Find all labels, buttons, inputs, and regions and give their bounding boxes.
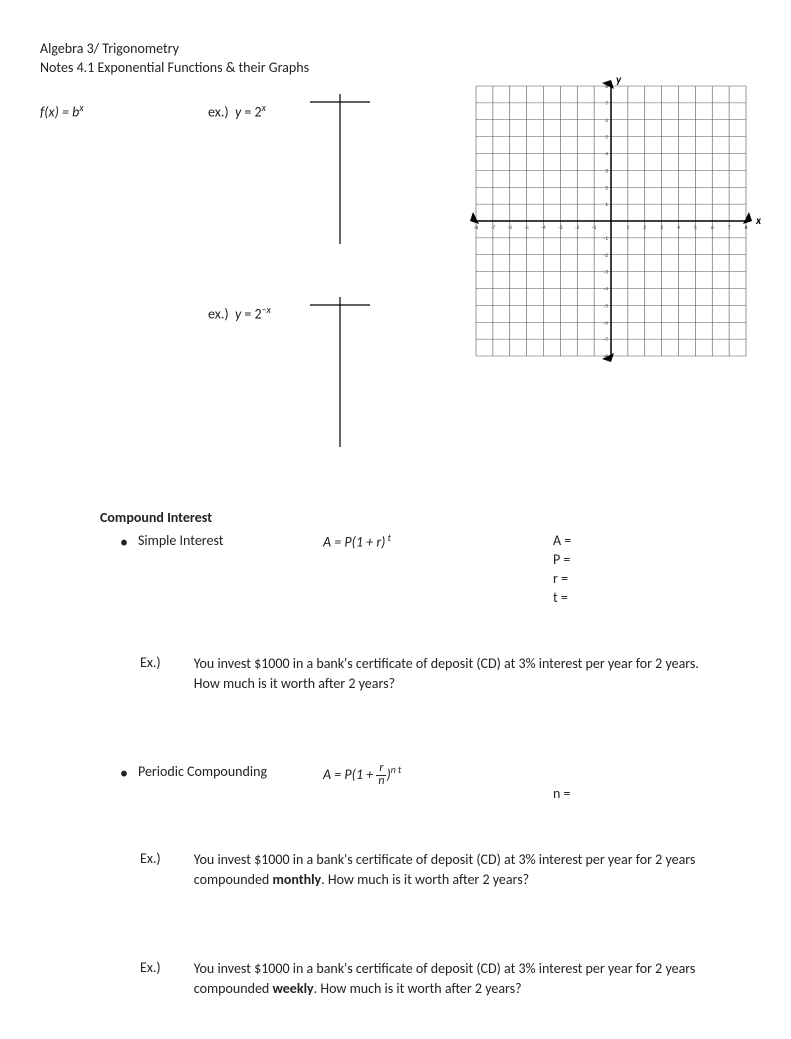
svg-text:2: 2 bbox=[605, 185, 608, 191]
svg-text:5: 5 bbox=[605, 135, 608, 141]
svg-text:-5: -5 bbox=[604, 303, 609, 309]
svg-text:7: 7 bbox=[728, 225, 731, 231]
var-t: t = bbox=[553, 589, 571, 606]
t-table-2 bbox=[310, 297, 370, 447]
simple-interest-label: Simple Interest bbox=[138, 532, 323, 549]
example-text: You invest $1000 in a bank's certificate… bbox=[194, 654, 751, 693]
example-label: Ex.) bbox=[140, 850, 194, 889]
example-label: Ex.) bbox=[140, 959, 194, 998]
svg-text:-8: -8 bbox=[604, 354, 609, 360]
svg-text:-6: -6 bbox=[508, 225, 513, 231]
svg-text:5: 5 bbox=[694, 225, 697, 231]
example-periodic-weekly: Ex.) You invest $1000 in a bank's certif… bbox=[140, 959, 751, 998]
svg-text:x: x bbox=[755, 214, 761, 227]
top-section: f(x) = bx ex.) y = 2x ex.) y = 2−x -8 -7 -… bbox=[40, 94, 751, 439]
svg-text:-3: -3 bbox=[558, 225, 563, 231]
example-label: Ex.) bbox=[140, 654, 194, 693]
svg-text:-7: -7 bbox=[604, 337, 609, 343]
svg-text:-4: -4 bbox=[541, 225, 546, 231]
periodic-compounding-label: Periodic Compounding bbox=[138, 763, 323, 780]
svg-text:6: 6 bbox=[605, 118, 608, 124]
svg-text:-6: -6 bbox=[604, 320, 609, 326]
example-periodic-monthly: Ex.) You invest $1000 in a bank's certif… bbox=[140, 850, 751, 889]
svg-text:-2: -2 bbox=[604, 253, 609, 259]
periodic-compounding-row: • Periodic Compounding A = P(1 + rn)n t … bbox=[120, 763, 751, 804]
example-1-label: ex.) y = 2x bbox=[208, 102, 266, 121]
var-r: r = bbox=[553, 570, 571, 587]
bullet-icon: • bbox=[120, 534, 138, 552]
svg-text:3: 3 bbox=[605, 168, 608, 174]
svg-text:-8: -8 bbox=[474, 225, 479, 231]
svg-text:6: 6 bbox=[711, 225, 714, 231]
var-a: A = bbox=[553, 532, 571, 549]
svg-text:8: 8 bbox=[745, 225, 748, 231]
example-simple: Ex.) You invest $1000 in a bank's certif… bbox=[140, 654, 751, 693]
compound-interest-heading: Compound Interest bbox=[100, 509, 751, 526]
svg-text:-2: -2 bbox=[575, 225, 580, 231]
svg-text:1: 1 bbox=[626, 225, 629, 231]
svg-text:-1: -1 bbox=[604, 236, 609, 242]
simple-interest-vars: A = P = r = t = bbox=[553, 532, 571, 608]
svg-text:8: 8 bbox=[605, 84, 608, 90]
example-2-label: ex.) y = 2−x bbox=[208, 304, 271, 323]
svg-text:-7: -7 bbox=[491, 225, 496, 231]
var-p: P = bbox=[553, 551, 571, 568]
svg-text:7: 7 bbox=[605, 101, 608, 107]
simple-interest-formula: A = P(1 + r) t bbox=[323, 532, 533, 551]
svg-text:-5: -5 bbox=[524, 225, 529, 231]
svg-text:4: 4 bbox=[605, 152, 608, 158]
svg-text:-1: -1 bbox=[592, 225, 597, 231]
svg-text:2: 2 bbox=[643, 225, 646, 231]
coordinate-grid: -8 -7 -6 -5 -4 -3 -2 -1 1 2 3 4 5 6 7 8 -8 -7 -6 -5 -4 -3 -2 -1… bbox=[461, 74, 761, 369]
periodic-vars: n = bbox=[553, 785, 571, 804]
periodic-compounding-formula: A = P(1 + rn)n t bbox=[323, 763, 533, 788]
svg-text:y: y bbox=[616, 74, 622, 86]
course-title: Algebra 3/ Trigonometry bbox=[40, 40, 751, 57]
main-formula: f(x) = bx bbox=[40, 102, 84, 121]
svg-text:1: 1 bbox=[605, 202, 608, 208]
svg-text:-3: -3 bbox=[604, 270, 609, 276]
svg-text:4: 4 bbox=[677, 225, 680, 231]
svg-text:-4: -4 bbox=[604, 287, 609, 293]
svg-text:3: 3 bbox=[660, 225, 663, 231]
example-text: You invest $1000 in a bank's certificate… bbox=[194, 959, 751, 998]
simple-interest-row: • Simple Interest A = P(1 + r) t A = P =… bbox=[120, 532, 751, 608]
example-text: You invest $1000 in a bank's certificate… bbox=[194, 850, 751, 889]
bullet-icon: • bbox=[120, 765, 138, 783]
var-n: n = bbox=[553, 785, 571, 802]
t-table-1 bbox=[310, 94, 370, 244]
